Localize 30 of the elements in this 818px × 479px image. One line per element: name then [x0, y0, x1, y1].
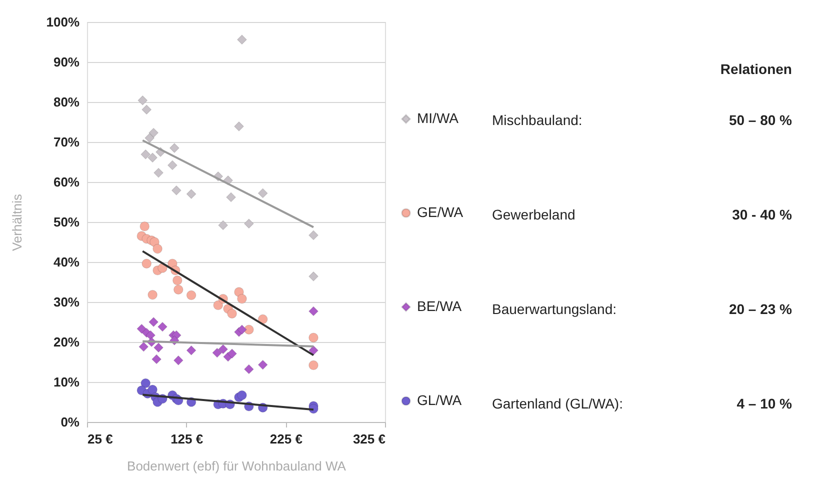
y-tick-label: 70% — [53, 134, 80, 150]
x-tick-label: 225 € — [270, 432, 302, 446]
text: 4 – 10 % — [736, 396, 793, 412]
y-tick-label: 20% — [53, 334, 80, 350]
text: 30 - 40 % — [732, 206, 793, 222]
x-tick-label: 125 € — [170, 432, 204, 446]
y-tick-label: 50% — [53, 214, 80, 230]
y-tick-label: 40% — [53, 254, 80, 270]
legend-label: GL/WA — [417, 392, 462, 408]
x-axis-title: Bodenwert (ebf) für Wohnbauland WA — [127, 458, 346, 474]
text: 20 – 23 % — [728, 301, 793, 317]
y-tick-label: 60% — [53, 174, 80, 190]
text: Bauerwartungsland: — [492, 301, 617, 317]
y-axis-title: Verhältnis — [9, 193, 24, 252]
text: 50 – 80 % — [728, 112, 793, 128]
y-tick-label: 100% — [46, 14, 80, 30]
legend-label: GE/WA — [417, 204, 464, 220]
legend-label: MI/WA — [417, 110, 460, 126]
y-tick-label: 0% — [60, 414, 80, 430]
text: Mischbauland: — [492, 112, 582, 128]
y-tick-label: 90% — [53, 54, 80, 70]
x-tick-label: 25 € — [88, 432, 113, 446]
text: Relationen — [720, 61, 792, 77]
legend-label: BE/WA — [417, 298, 462, 314]
text: Gewerbeland — [492, 206, 576, 222]
y-tick-label: 80% — [53, 94, 80, 110]
y-tick-label: 30% — [53, 294, 80, 310]
text: Gartenland (GL/WA): — [492, 396, 623, 412]
x-tick-label: 325 € — [352, 432, 386, 446]
y-tick-label: 10% — [53, 374, 80, 390]
